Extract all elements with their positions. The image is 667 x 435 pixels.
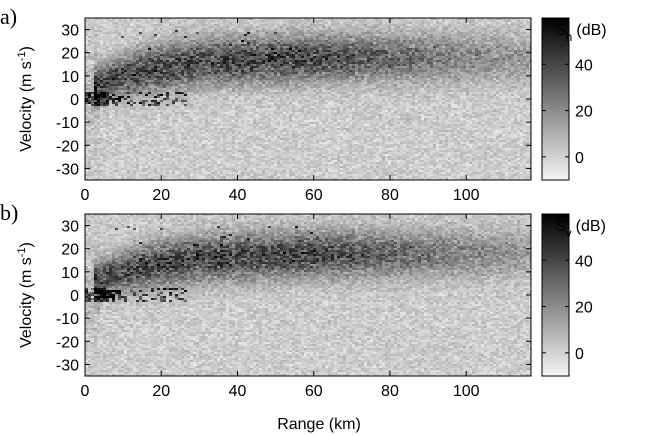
x-tick-label: 80 [381,187,399,204]
colorbar [541,17,570,181]
x-tick-label: 20 [152,187,170,204]
x-tick-label: 100 [453,383,480,400]
y-tick-label: 10 [61,69,79,86]
y-tick-label: 20 [61,242,79,259]
x-tick-label: 80 [381,383,399,400]
x-tick-label: 40 [229,187,247,204]
y-tick-label: -30 [56,161,79,178]
colorbar-tick-label: 20 [575,104,593,121]
colorbar-tick-label: 20 [575,300,593,317]
y-tick-label: -10 [56,311,79,328]
colorbar-tick-label: 0 [575,150,584,167]
y-tick-label: 20 [61,46,79,63]
y-tick-label: -10 [56,115,79,132]
x-tick-label: 100 [453,187,480,204]
heatmap-cells [85,18,531,180]
heatmap-cells [85,214,531,376]
y-tick-label: 0 [70,92,79,109]
y-tick-label: 0 [70,288,79,305]
x-tick-label: 60 [305,383,323,400]
y-tick-label: -20 [56,138,79,155]
x-tick-label: 0 [81,383,90,400]
colorbar [541,213,570,377]
y-axis-title: Velocity (m s-1) [16,242,35,348]
colorbar-title: Sh (dB) [555,22,607,44]
y-tick-label: 30 [61,23,79,40]
panel-label: b) [0,200,18,225]
y-axis-title: Velocity (m s-1) [16,46,35,152]
x-tick-label: 20 [152,383,170,400]
y-tick-label: 30 [61,219,79,236]
x-tick-label: 0 [81,187,90,204]
colorbar-title: Sv (dB) [555,218,606,240]
x-axis-title: Range (km) [277,416,361,433]
colorbar-tick-label: 0 [575,346,584,363]
colorbar-tick-label: 40 [575,57,593,74]
x-tick-label: 60 [305,187,323,204]
y-tick-label: 10 [61,265,79,282]
y-tick-label: -20 [56,334,79,351]
x-tick-label: 40 [229,383,247,400]
colorbar-tick-label: 40 [575,253,593,270]
y-tick-label: -30 [56,357,79,374]
panel-label: a) [0,4,17,29]
